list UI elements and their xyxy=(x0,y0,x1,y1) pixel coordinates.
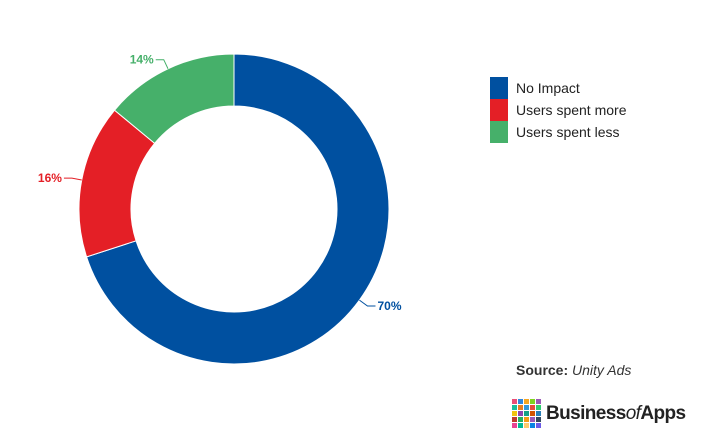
logo-grid-cell xyxy=(530,405,535,410)
logo-grid-cell xyxy=(536,405,541,410)
logo-word-business: Business xyxy=(546,402,626,424)
logo-grid-cell xyxy=(524,417,529,422)
logo-grid-cell xyxy=(530,411,535,416)
logo-grid-cell xyxy=(530,399,535,404)
logo-word-apps: Apps xyxy=(640,402,686,424)
leader-line xyxy=(359,299,376,307)
leader-line xyxy=(155,59,169,69)
logo-grid-cell xyxy=(518,423,523,428)
legend-swatch-users-spent-less xyxy=(490,121,508,143)
legend-item-users-spent-less: Users spent less xyxy=(490,121,626,143)
logo-grid-cell xyxy=(518,417,523,422)
donut-slice-no-impact xyxy=(85,53,390,365)
logo-grid-cell xyxy=(512,423,517,428)
logo-grid-cell xyxy=(518,399,523,404)
slice-label: 70% xyxy=(377,299,401,313)
logo-grid-cell xyxy=(536,411,541,416)
businessofapps-logo: BusinessofApps xyxy=(512,399,686,428)
logo-grid-cell xyxy=(518,405,523,410)
logo-word-of: of xyxy=(625,402,641,424)
donut-slice-users-spent-less xyxy=(113,53,235,145)
slice-label: 16% xyxy=(38,171,62,185)
legend-swatch-no-impact xyxy=(490,77,508,99)
legend-swatch-users-spent-more xyxy=(490,99,508,121)
logo-grid-cell xyxy=(536,417,541,422)
logo-grid-cell xyxy=(512,417,517,422)
logo-grid-cell xyxy=(512,405,517,410)
logo-wordmark: BusinessofApps xyxy=(546,402,686,425)
slice-label: 14% xyxy=(130,53,154,67)
logo-grid-cell xyxy=(512,411,517,416)
legend-label-no-impact: No Impact xyxy=(516,80,580,96)
legend-label-users-spent-more: Users spent more xyxy=(516,102,627,118)
logo-grid-cell xyxy=(536,423,541,428)
logo-grid-cell xyxy=(524,423,529,428)
logo-grid-cell xyxy=(524,399,529,404)
source-key: Source: xyxy=(516,362,569,378)
legend-item-no-impact: No Impact xyxy=(490,77,626,99)
logo-grid-icon xyxy=(512,399,541,428)
legend: No Impact Users spent more Users spent l… xyxy=(490,77,626,143)
legend-label-users-spent-less: Users spent less xyxy=(516,124,620,140)
legend-item-users-spent-more: Users spent more xyxy=(490,99,626,121)
logo-grid-cell xyxy=(518,411,523,416)
logo-grid-cell xyxy=(530,423,535,428)
logo-grid-cell xyxy=(524,411,529,416)
logo-grid-cell xyxy=(536,399,541,404)
source-note: Source: Unity Ads xyxy=(516,362,631,378)
leader-line xyxy=(63,177,82,181)
logo-grid-cell xyxy=(512,399,517,404)
donut-chart: 70% 16% 14% xyxy=(38,53,402,365)
logo-grid-cell xyxy=(524,405,529,410)
source-value: Unity Ads xyxy=(572,362,632,378)
logo-grid-cell xyxy=(530,417,535,422)
